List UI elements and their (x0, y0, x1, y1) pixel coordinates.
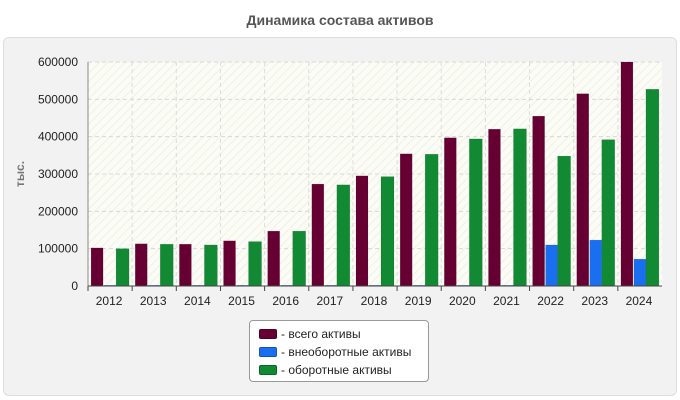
legend-label-current-assets: - оборотные активы (281, 363, 392, 377)
bar-total-assets (311, 183, 325, 287)
bar-current-assets (601, 139, 616, 287)
x-tick-label: 2019 (405, 294, 432, 308)
y-axis-label: тыс. (13, 161, 27, 187)
bar-current-assets (469, 138, 483, 287)
bar-total-assets (134, 243, 148, 287)
bar-total-assets (532, 115, 545, 287)
x-tick-label: 2014 (184, 294, 211, 308)
bar-current-assets (115, 248, 130, 287)
bar-total-assets (576, 93, 590, 287)
x-tick-label: 2016 (272, 294, 299, 308)
legend: - всего активы - внеоборотные активы - о… (249, 320, 429, 382)
bar-current-assets (424, 153, 439, 287)
bar-current-assets (513, 128, 527, 287)
y-tick-label: 0 (71, 279, 78, 293)
chart-title: Динамика состава активов (246, 12, 434, 28)
bar-total-assets (267, 230, 280, 287)
bar-total-assets (620, 61, 634, 287)
bar-current-assets (645, 89, 660, 287)
y-tick-label: 600000 (38, 55, 78, 69)
y-tick-label: 400000 (38, 130, 78, 144)
x-tick-label: 2013 (140, 294, 167, 308)
bar-noncurrent-assets (589, 239, 603, 287)
x-tick-label: 2020 (449, 294, 476, 308)
bar-total-assets (399, 153, 413, 287)
bars-group (90, 61, 660, 287)
axes-group: 0 100000 200000 300000 400000 500000 600000 201… (38, 55, 662, 308)
y-tick-label: 300000 (38, 167, 78, 181)
bar-current-assets (380, 176, 395, 287)
legend-item-current-assets: - оборотные активы (259, 361, 428, 379)
y-tick-label: 200000 (38, 204, 78, 218)
x-tick-label: 2012 (96, 294, 123, 308)
legend-swatch-noncurrent-assets (259, 347, 277, 357)
bar-current-assets (557, 155, 571, 287)
bar-noncurrent-assets (633, 258, 647, 287)
bar-total-assets (90, 247, 104, 287)
legend-swatch-total-assets (259, 329, 277, 339)
bar-noncurrent-assets (545, 244, 558, 287)
legend-swatch-current-assets (259, 365, 277, 375)
bar-total-assets (223, 240, 236, 287)
bar-current-assets (159, 243, 174, 287)
bar-current-assets (248, 241, 262, 287)
x-tick-label: 2022 (537, 294, 564, 308)
legend-item-noncurrent-assets: - внеоборотные активы (259, 343, 428, 361)
legend-item-total-assets: - всего активы (259, 325, 428, 343)
y-tick-label: 100000 (38, 242, 78, 256)
x-tick-label: 2021 (493, 294, 520, 308)
x-tick-label: 2023 (581, 294, 608, 308)
x-tick-label: 2018 (361, 294, 388, 308)
bar-current-assets (292, 230, 306, 287)
bar-total-assets (355, 175, 369, 287)
x-tick-label: 2015 (228, 294, 255, 308)
x-tick-label: 2024 (626, 294, 653, 308)
bar-total-assets (488, 128, 501, 287)
bar-current-assets (204, 244, 218, 287)
y-tick-label: 500000 (38, 92, 78, 106)
bar-total-assets (444, 137, 457, 287)
legend-label-noncurrent-assets: - внеоборотные активы (281, 345, 412, 359)
legend-label-total-assets: - всего активы (281, 327, 361, 341)
bar-total-assets (179, 243, 192, 287)
bar-current-assets (336, 184, 351, 287)
x-tick-label: 2017 (316, 294, 343, 308)
